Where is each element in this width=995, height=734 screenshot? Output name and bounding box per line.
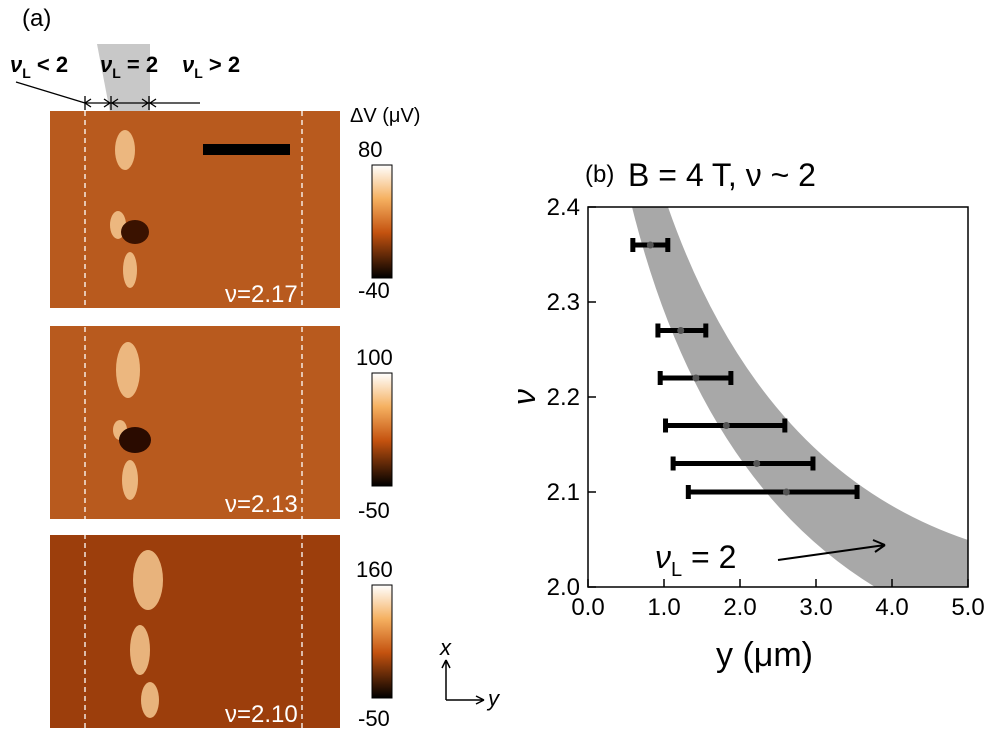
x-tick-label: 1.0 [647,594,680,621]
colorbar-max: 100 [356,345,393,370]
region-highlight [97,44,150,112]
x-tick-label: 3.0 [799,594,832,621]
data-point [753,460,761,467]
x-tick-label: 4.0 [875,594,908,621]
y-tick-label: 2.3 [547,289,580,316]
chart-title: B = 4 T, ν ~ 2 [628,157,816,193]
data-point [782,488,790,496]
filling-labels: ν=2.17 ν=2.13 ν=2.10 [225,281,298,728]
data-point [677,327,685,334]
image-panel [50,111,393,728]
x-tick-label: 5.0 [951,594,984,621]
colorbar-min: -40 [358,278,390,303]
colorbar-max: 80 [358,137,382,162]
panel-label: (a) [22,5,51,32]
colorbar-max: 160 [356,557,393,582]
region-arrows [15,81,200,110]
x-tick-label: 2.0 [723,594,756,621]
x-tick-label: 0.0 [571,594,604,621]
x-axis-label: y (μm) [716,636,813,674]
y-tick-label: 2.1 [547,479,580,506]
nu-band [632,207,968,587]
axes-arrows [441,659,485,705]
region-label: νL > 2 [182,52,240,81]
y-tick-label: 2.2 [547,384,580,411]
axis-x-label: x [439,635,452,660]
filling-label: ν=2.10 [225,701,298,728]
data-point [646,241,654,249]
y-tick-label: 2.4 [547,194,580,221]
filling-label: ν=2.13 [225,491,298,518]
y-tick-label: 2.0 [547,574,580,601]
region-labels: νL < 2 νL = 2 νL > 2 [10,52,240,81]
axis-y-label: y [486,686,501,711]
panel-label: (b) [585,161,614,188]
colorbar-min: -50 [358,706,390,729]
data-point [722,422,730,429]
region-label: νL = 2 [100,52,158,81]
error-bar [685,485,860,499]
colorbar-title: ΔV (μV) [350,105,420,127]
error-bar [670,456,816,471]
data-point [692,374,700,382]
annotation-arrow [777,539,886,561]
y-axis-label: ν [506,389,542,405]
filling-label: ν=2.17 [225,281,298,308]
annotation: νL = 2 [655,539,736,581]
region-label: νL < 2 [10,52,68,81]
colorbar-min: -50 [358,498,390,523]
colorbar-labels: 80 -40 100 -50 160 -50 [356,137,393,731]
